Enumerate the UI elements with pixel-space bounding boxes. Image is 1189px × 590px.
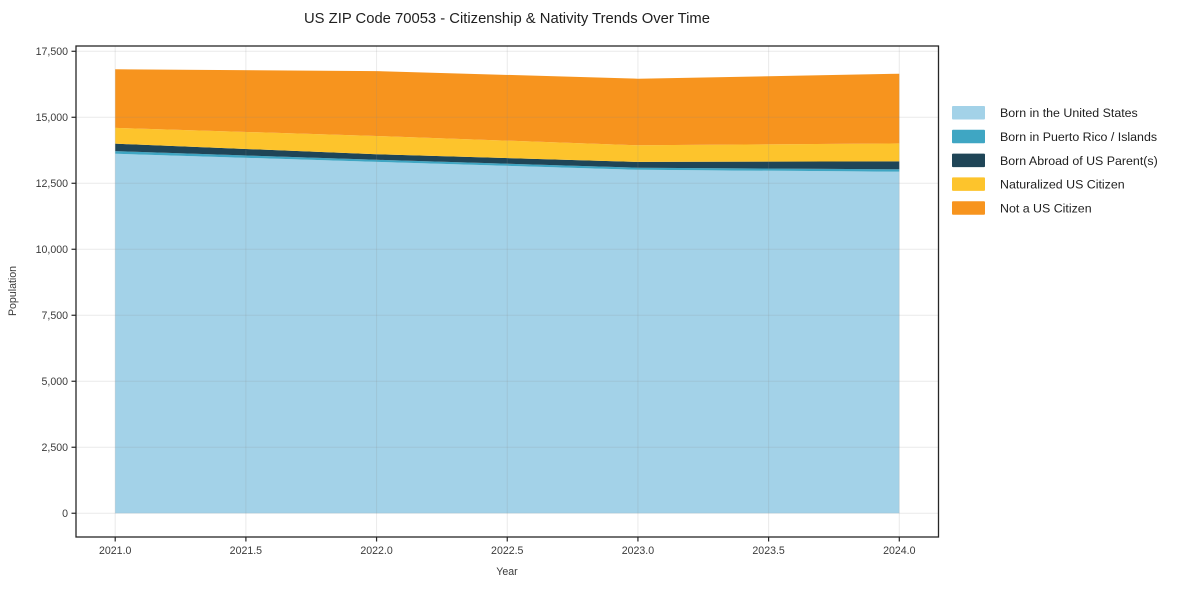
x-tick-label: 2024.0	[883, 545, 916, 557]
y-tick-label: 12,500	[36, 178, 69, 190]
x-tick-label: 2022.5	[491, 545, 524, 557]
area-series-3	[115, 127, 900, 162]
x-tick-label: 2022.0	[360, 545, 393, 557]
x-tick-label: 2023.5	[752, 545, 785, 557]
legend-label: Born in the United States	[1000, 106, 1138, 120]
y-tick-label: 17,500	[36, 46, 69, 58]
y-tick-label: 10,000	[36, 244, 69, 256]
legend-swatch	[952, 201, 985, 215]
chart-title: US ZIP Code 70053 - Citizenship & Nativi…	[304, 11, 710, 27]
legend-label: Born Abroad of US Parent(s)	[1000, 154, 1158, 168]
legend-swatch	[952, 106, 985, 120]
legend-label: Born in Puerto Rico / Islands	[1000, 130, 1157, 144]
legend-label: Not a US Citizen	[1000, 201, 1092, 215]
legend-swatch	[952, 129, 985, 144]
legend-item: Naturalized US Citizen	[952, 177, 1125, 192]
x-tick-label: 2021.5	[230, 545, 263, 557]
area-series-1	[115, 151, 900, 172]
y-tick-label: 2,500	[41, 442, 68, 454]
gridlines-layer	[76, 46, 939, 537]
legend-item: Born Abroad of US Parent(s)	[952, 153, 1158, 168]
legend-item: Born in the United States	[952, 106, 1138, 120]
x-tick-label: 2021.0	[99, 545, 132, 557]
y-tick-label: 7,500	[41, 310, 68, 322]
area-series-4	[115, 69, 900, 146]
legend-label: Naturalized US Citizen	[1000, 178, 1125, 192]
y-tick-label: 0	[62, 508, 68, 520]
y-tick-label: 5,000	[41, 376, 68, 388]
x-tick-label: 2023.0	[622, 545, 655, 557]
legend-swatch	[952, 177, 985, 191]
legend-item: Born in Puerto Rico / Islands	[952, 129, 1157, 144]
axis-ticks-layer: 0 2,500 5,000 7,500 10,000 12,500 15,000 17,500…	[36, 46, 916, 557]
stacked-areas-layer	[115, 69, 900, 514]
x-axis-label: Year	[496, 566, 518, 578]
legend: Born in the United States Born in Puerto …	[952, 106, 1158, 215]
y-axis-label: Population	[7, 266, 19, 316]
legend-swatch	[952, 153, 985, 168]
area-series-2	[115, 143, 900, 170]
area-series-0	[115, 153, 900, 514]
legend-item: Not a US Citizen	[952, 201, 1092, 215]
y-tick-label: 15,000	[36, 112, 69, 124]
